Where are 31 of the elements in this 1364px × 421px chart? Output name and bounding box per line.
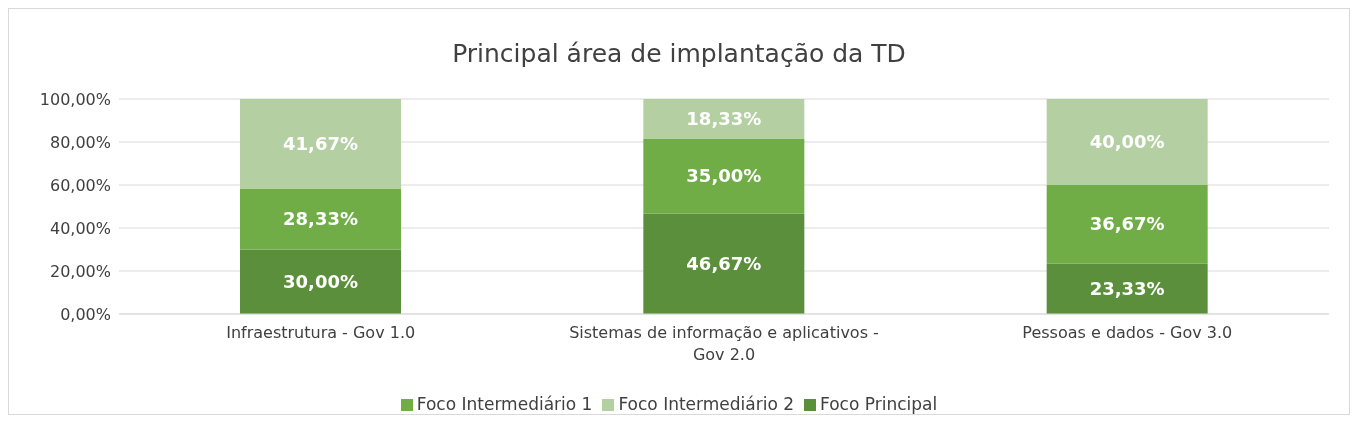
legend-label: Foco Intermediário 1 xyxy=(416,394,593,414)
x-tick-label: Infraestrutura - Gov 1.0 xyxy=(226,323,416,342)
x-tick-label: Sistemas de informação e aplicativos - Gov 2.0 xyxy=(569,323,879,364)
data-label: 35,00% xyxy=(686,165,762,187)
y-tick-label: 20,00% xyxy=(49,261,111,281)
bar xyxy=(1046,185,1208,264)
data-label: 18,33% xyxy=(686,107,762,129)
x-tick-label: Pessoas e dados - Gov 3.0 xyxy=(1022,323,1233,342)
bar xyxy=(643,213,805,314)
bar xyxy=(240,249,401,314)
data-label: 23,33% xyxy=(1089,277,1165,299)
data-label: 41,67% xyxy=(283,132,358,154)
data-label: 30,00% xyxy=(283,270,358,292)
data-label: 40,00% xyxy=(1089,131,1165,152)
y-tick-label: 60,00% xyxy=(49,175,111,195)
y-tick-label: 100,00% xyxy=(39,89,111,109)
legend-label: Foco Principal xyxy=(820,394,938,414)
legend-label: Foco Intermediário 2 xyxy=(618,394,795,414)
bar xyxy=(240,188,401,250)
chart-title: Principal área de implantação da TD xyxy=(451,38,907,70)
data-label: 46,67% xyxy=(686,252,762,274)
bar xyxy=(643,99,805,139)
data-label: 36,67% xyxy=(1089,213,1165,235)
bar xyxy=(1046,99,1208,185)
bar xyxy=(240,99,401,189)
y-tick-label: 0,00% xyxy=(60,304,111,324)
y-tick-label: 40,00% xyxy=(49,218,111,238)
data-label: 28,33% xyxy=(283,208,358,230)
y-tick-label: 80,00% xyxy=(49,132,111,152)
bar xyxy=(1046,263,1208,314)
bar xyxy=(643,138,805,214)
